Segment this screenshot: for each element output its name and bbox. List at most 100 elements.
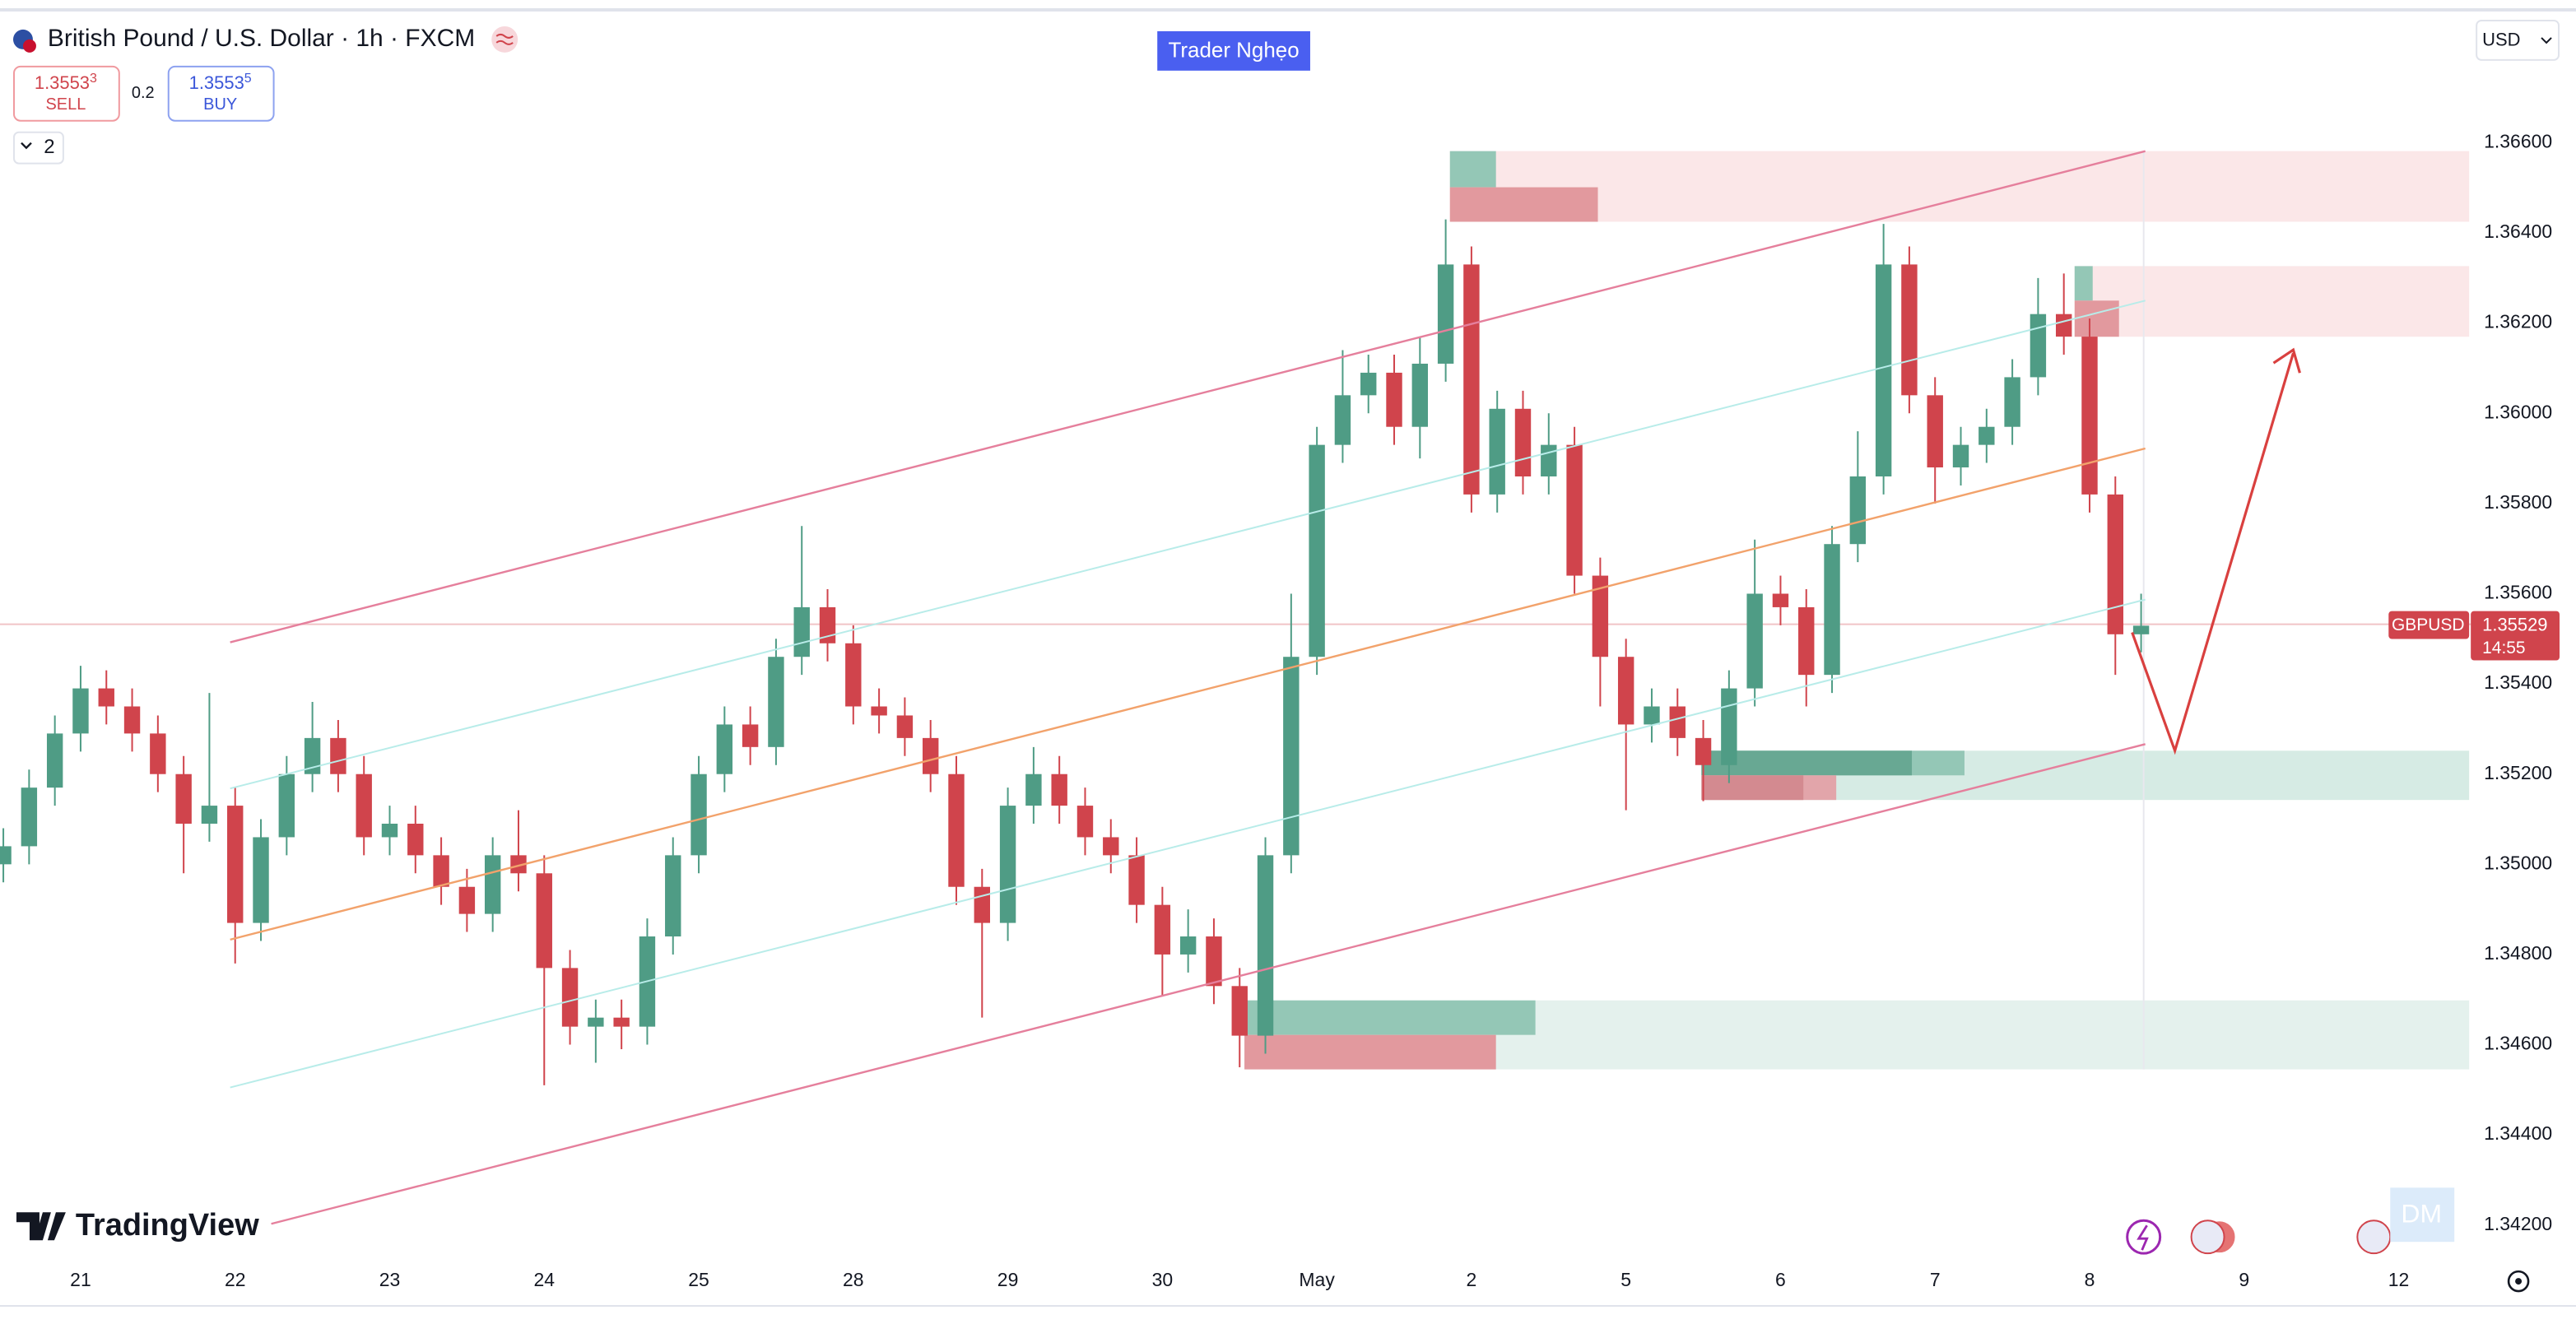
candle-body bbox=[1489, 408, 1505, 495]
x-tick-label: 6 bbox=[1775, 1269, 1786, 1290]
currency-select[interactable] bbox=[2476, 19, 2560, 61]
channel-line-inner bbox=[230, 300, 2146, 790]
candle-body bbox=[665, 855, 681, 937]
status-icon[interactable] bbox=[491, 26, 518, 53]
indicators-count: 2 bbox=[44, 136, 54, 158]
candle-body bbox=[974, 886, 990, 923]
chevron bbox=[2541, 37, 2552, 44]
candle-body bbox=[123, 706, 141, 734]
y-tick-label: 1.34800 bbox=[2484, 942, 2552, 964]
candle-body bbox=[716, 724, 733, 774]
candle-body bbox=[2081, 337, 2098, 495]
candle-body bbox=[690, 773, 707, 856]
channel-lower bbox=[271, 743, 2146, 1225]
corner-tag-box bbox=[2390, 1187, 2455, 1243]
currency: USD bbox=[2482, 30, 2520, 50]
candle-body bbox=[1076, 806, 1094, 838]
candle-body bbox=[1824, 544, 1840, 676]
settings-icon[interactable] bbox=[2507, 1270, 2530, 1293]
x-tick-label: 25 bbox=[688, 1269, 709, 1290]
corner-tag: DM bbox=[2401, 1199, 2442, 1229]
countdown: 14:55 bbox=[2482, 639, 2525, 657]
candle-body bbox=[72, 688, 89, 734]
sell-price-main: 1.3553 bbox=[35, 72, 90, 93]
candle-body bbox=[1721, 688, 1737, 765]
x-tick-label: 12 bbox=[2388, 1269, 2410, 1290]
candle-body bbox=[896, 715, 914, 738]
symbol-flag bbox=[22, 39, 36, 53]
last-price-box bbox=[2471, 611, 2560, 661]
event-flag[interactable] bbox=[2190, 1219, 2225, 1255]
candle-body bbox=[1128, 855, 1145, 905]
candle-body bbox=[356, 773, 372, 838]
settings-dot bbox=[2515, 1278, 2523, 1285]
candle-body bbox=[1798, 606, 1815, 676]
y-tick-label: 1.36000 bbox=[2484, 401, 2552, 422]
x-tick-label: 22 bbox=[225, 1269, 246, 1290]
status-wave bbox=[495, 33, 514, 45]
indicators-toggle[interactable] bbox=[12, 131, 64, 165]
candle-body bbox=[1309, 444, 1325, 657]
spread: 0.2 bbox=[132, 84, 155, 102]
candle-body bbox=[2132, 625, 2150, 634]
y-tick-label: 1.35000 bbox=[2484, 852, 2552, 873]
candle-body bbox=[2030, 314, 2047, 378]
candle-body bbox=[613, 1017, 630, 1027]
buy-price-pip: 5 bbox=[244, 72, 252, 86]
candle-body bbox=[845, 643, 862, 707]
candle-body bbox=[1103, 837, 1119, 856]
sell-price: 1.35533 bbox=[35, 72, 97, 93]
candle-body bbox=[1566, 444, 1583, 576]
candle-body bbox=[407, 824, 424, 856]
candle-body bbox=[561, 968, 579, 1027]
candle-body bbox=[253, 837, 269, 923]
buy-label: BUY bbox=[203, 95, 237, 114]
logo-mark bbox=[16, 1212, 66, 1241]
candle-body bbox=[1231, 986, 1248, 1036]
candle-body bbox=[227, 806, 244, 923]
candle-body bbox=[1927, 395, 1943, 468]
candle-body bbox=[1541, 444, 1557, 476]
candle-body bbox=[458, 886, 476, 914]
candle-body bbox=[1772, 593, 1789, 607]
candle-body bbox=[1669, 706, 1686, 738]
candle-body bbox=[2004, 377, 2020, 427]
badge bbox=[1157, 30, 1310, 71]
candle-body bbox=[304, 737, 321, 774]
x-tick-label: 30 bbox=[1152, 1269, 1174, 1290]
buy-price: 1.35535 bbox=[189, 72, 252, 93]
candle-body bbox=[175, 773, 192, 825]
buy-price-main: 1.3553 bbox=[189, 72, 244, 93]
candle-body bbox=[1386, 372, 1402, 427]
candle-body bbox=[1154, 904, 1171, 955]
candle-body bbox=[1901, 264, 1918, 396]
event-flag[interactable] bbox=[2356, 1219, 2392, 1255]
buy-button[interactable] bbox=[167, 65, 275, 122]
candle-body bbox=[484, 855, 501, 914]
watermark: TradingView bbox=[76, 1208, 259, 1243]
candle-body bbox=[1360, 372, 1377, 396]
candle-body bbox=[819, 606, 836, 643]
x-tick-label: 23 bbox=[379, 1269, 401, 1290]
y-tick-label: 1.35400 bbox=[2484, 671, 2552, 693]
sell-button[interactable] bbox=[12, 65, 120, 122]
candle-body bbox=[1051, 773, 1067, 806]
candle-body bbox=[1257, 855, 1274, 1036]
channel-upper bbox=[230, 150, 2146, 643]
y-tick-label: 1.35200 bbox=[2484, 762, 2552, 783]
symbol-label: GBPUSD bbox=[2392, 616, 2465, 634]
channel-midline bbox=[230, 447, 2146, 941]
candle-body bbox=[1437, 264, 1454, 364]
candle-body bbox=[46, 733, 63, 788]
event-icon[interactable] bbox=[2126, 1219, 2162, 1255]
arrow-head bbox=[2272, 347, 2301, 374]
zone-volume-buy bbox=[1244, 1000, 1536, 1035]
y-tick-label: 1.34600 bbox=[2484, 1033, 2552, 1054]
candle-body bbox=[999, 806, 1016, 923]
symbol-label-box bbox=[2388, 611, 2470, 639]
channel-line-inner bbox=[230, 598, 2146, 1089]
candle-body bbox=[1617, 657, 1634, 725]
